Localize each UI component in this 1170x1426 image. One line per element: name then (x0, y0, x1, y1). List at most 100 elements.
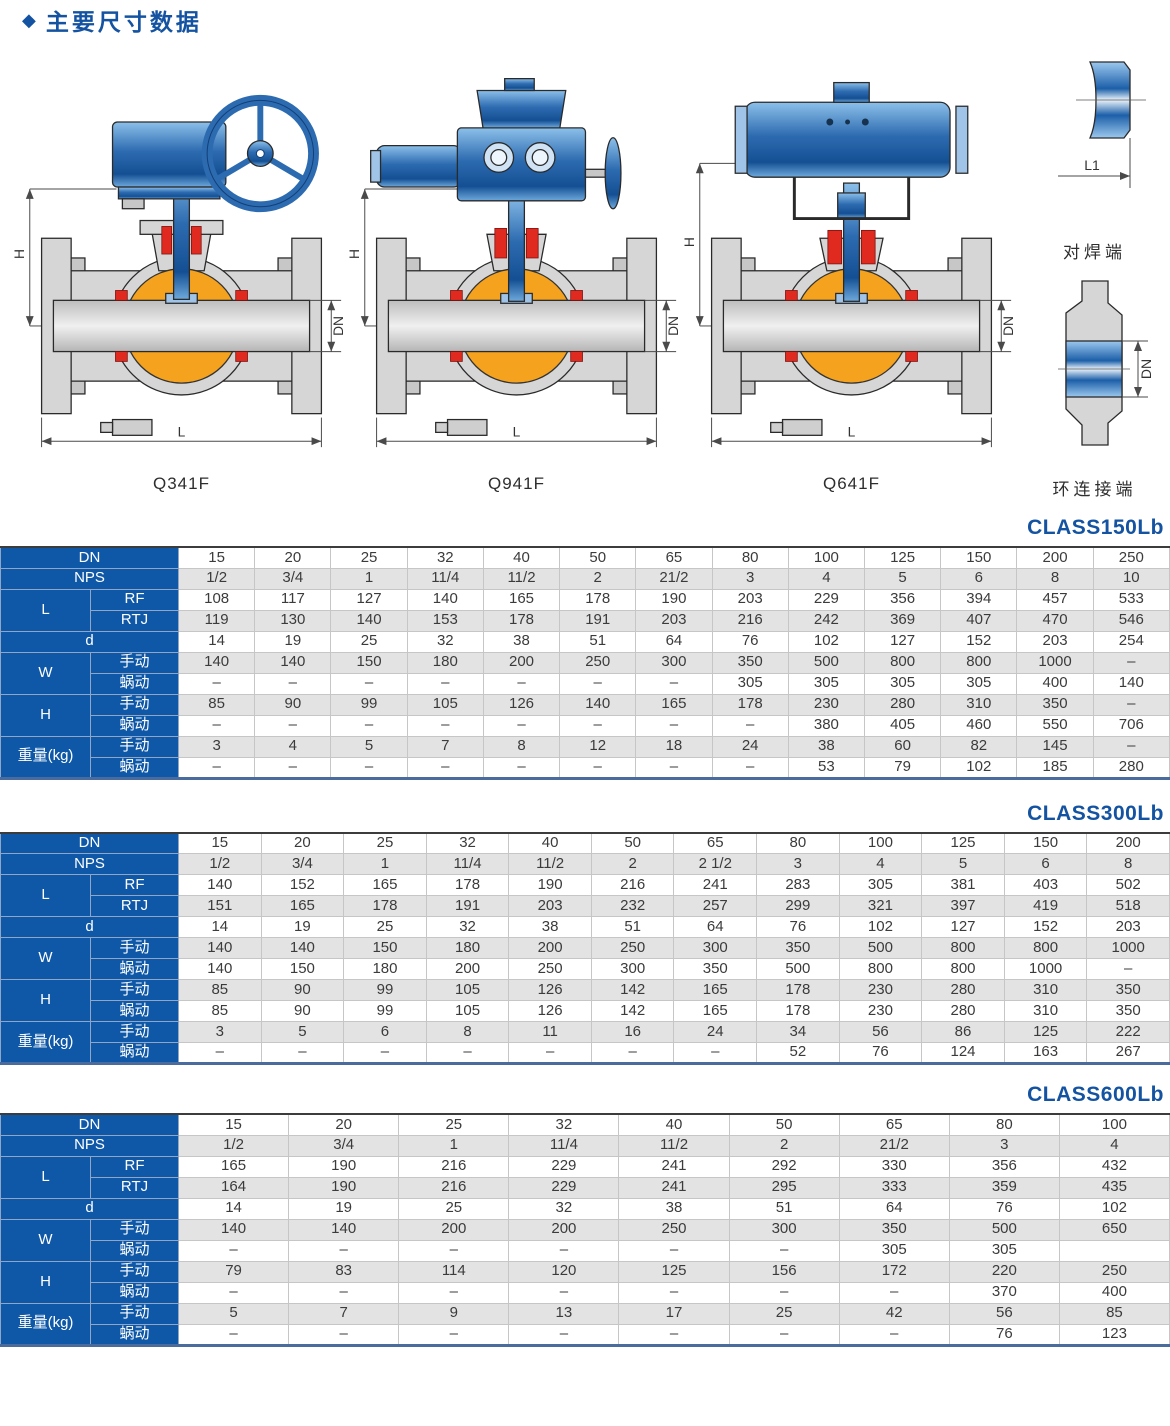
dim-value-cell: 216 (398, 1176, 510, 1199)
dim-value-cell: – (482, 714, 561, 737)
dim-value-cell: – (288, 1239, 400, 1262)
mount-bracket (792, 177, 911, 221)
row-sub-label: 手动 (89, 979, 180, 1001)
handwheel-shaft (584, 168, 608, 178)
dim-value-cell: 4 (254, 735, 332, 758)
dim-value-cell: – (559, 672, 637, 695)
dim-value-cell: 99 (330, 693, 408, 716)
dim-value-cell: 163 (1003, 1042, 1088, 1064)
dim-value-cell: 56 (948, 1302, 1060, 1325)
dim-value-cell: 178 (711, 693, 789, 716)
dim-value-cell: 76 (711, 630, 789, 653)
dim-value-cell: – (508, 1281, 620, 1304)
dim-value-cell: 40 (508, 832, 592, 854)
dim-value-cell: 1/2 (178, 1134, 290, 1157)
dim-value-cell: 20 (260, 832, 345, 854)
row-group-label: DN (0, 1113, 180, 1136)
dim-value-cell: – (508, 1323, 620, 1346)
dim-value-cell: 800 (863, 651, 942, 674)
dim-value-cell: – (618, 1323, 730, 1346)
row-group-label: d (0, 630, 180, 653)
dim-value-cell: – (406, 714, 484, 737)
dim-value-cell: 11/4 (406, 567, 484, 590)
dim-value-cell: 180 (406, 651, 484, 674)
dim-value-cell: – (838, 1323, 950, 1346)
dim-value-cell: 51 (728, 1197, 840, 1220)
dim-value-cell: 400 (1016, 672, 1094, 695)
row-sub-label: 蜗动 (89, 958, 180, 980)
dim-value-cell: 299 (756, 895, 840, 917)
dim-value-cell: 4 (1058, 1134, 1170, 1157)
row-sub-label: 手动 (89, 1302, 180, 1325)
dim-value-cell: 250 (559, 651, 637, 674)
dim-value-cell: 300 (728, 1218, 840, 1241)
table-row: 蜗动 85 90 99 105 126 142 165 178 230 280 310 350 (1, 1000, 1170, 1022)
dim-value-cell: 64 (635, 630, 713, 653)
dim-value-cell: 190 (288, 1176, 400, 1199)
dim-value-cell: 80 (756, 832, 840, 854)
drain-plug (111, 418, 153, 436)
dim-value-cell: 6 (940, 567, 1018, 590)
dim-value-cell: 5 (921, 853, 1005, 875)
row-sub-label: 手动 (89, 651, 180, 674)
dim-value-cell: 15 (178, 1113, 290, 1136)
dim-value-cell: 102 (940, 756, 1018, 779)
dim-value-cell: 7 (288, 1302, 400, 1325)
dim-value-cell: 38 (787, 735, 865, 758)
dim-value-cell: – (1092, 735, 1170, 758)
row-sub-label: 蜗动 (89, 1042, 180, 1064)
dim-value-cell: 32 (508, 1113, 620, 1136)
figure-caption: 环连接端 (1052, 480, 1137, 499)
dim-value-cell: 502 (1086, 874, 1170, 896)
dim-value-cell: 178 (756, 1000, 840, 1022)
dim-value-cell: 242 (787, 609, 865, 632)
dim-value-cell: 126 (508, 1000, 592, 1022)
dim-value-cell: 40 (482, 546, 561, 569)
dim-value-cell: 220 (948, 1260, 1060, 1283)
dim-value-cell: 200 (425, 958, 510, 980)
dim-value-cell: 190 (508, 874, 592, 896)
dim-value-cell: 241 (673, 874, 758, 896)
row-group-label: 重量(kg) (0, 1021, 91, 1064)
side-handwheel (604, 137, 622, 210)
dim-value-cell: 232 (590, 895, 675, 917)
dim-value-cell: 25 (330, 546, 408, 569)
dim-value-cell: 152 (940, 630, 1018, 653)
dim-value-cell: 230 (787, 693, 865, 716)
dim-value-cell: – (178, 756, 256, 779)
dim-value-cell: 165 (178, 1155, 290, 1178)
dim-value-cell: 114 (398, 1260, 510, 1283)
dim-value-cell (1058, 1239, 1170, 1262)
dim-value-cell: 397 (921, 895, 1005, 917)
dim-value-cell: 100 (838, 832, 923, 854)
dim-value-cell: 140 (559, 693, 637, 716)
dim-value-cell: 76 (948, 1323, 1060, 1346)
dim-value-cell: 6 (343, 1021, 427, 1043)
table-row: H 手动 85 90 99 105 126 142 165 178 230 280 310 350 (0, 979, 1170, 1022)
dim-value-cell: 216 (398, 1155, 510, 1178)
dim-value-cell: 356 (863, 588, 942, 611)
dim-value-cell: 165 (673, 979, 758, 1001)
svg-text:H: H (684, 237, 697, 247)
dim-value-cell: 305 (711, 672, 789, 695)
table-row: 蜗动 – – – – – – –305 305 305 305 400 140 (1, 672, 1170, 695)
dim-value-cell: 50 (728, 1113, 840, 1136)
dim-value-cell: 40 (618, 1113, 730, 1136)
dim-l1: L1 (1057, 138, 1130, 188)
row-sub-label: RF (89, 1155, 180, 1178)
dim-value-cell: 11/4 (425, 853, 510, 875)
dim-value-cell: – (559, 714, 637, 737)
dim-value-cell: 800 (921, 937, 1005, 959)
svg-text:L1: L1 (1084, 157, 1100, 173)
dim-value-cell: 165 (260, 895, 345, 917)
dim-value-cell: 38 (618, 1197, 730, 1220)
dim-value-cell: 305 (948, 1239, 1060, 1262)
dim-value-cell: 283 (756, 874, 840, 896)
dim-value-cell: 17 (618, 1302, 730, 1325)
dim-value-cell: 18 (635, 735, 713, 758)
table-row: 重量(kg) 手动 3 5 6 8 11 16 24 34 56 86 125 222 (0, 1021, 1170, 1064)
air-port (833, 81, 870, 103)
dim-value-cell: 25 (728, 1302, 840, 1325)
spec-table: DN 15 20 25 32 40 50 65 80 100 125 150 200 NPS 1/2 3/4 1… (0, 831, 1170, 1065)
valve-body (710, 237, 993, 436)
